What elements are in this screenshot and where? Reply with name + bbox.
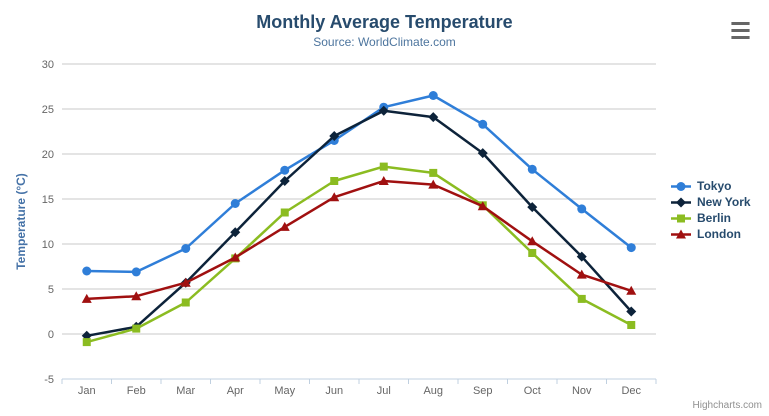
data-point-london[interactable]: [527, 236, 538, 246]
data-point-new-york[interactable]: [527, 202, 538, 213]
y-axis-label: 10: [42, 239, 54, 251]
data-point-tokyo[interactable]: [230, 199, 240, 208]
data-point-tokyo[interactable]: [527, 164, 537, 174]
series-line-new-york[interactable]: [85, 109, 633, 338]
data-point-berlin[interactable]: [181, 298, 190, 307]
data-point-tokyo[interactable]: [577, 204, 587, 214]
data-point-london[interactable]: [626, 285, 637, 295]
legend-marker-shape: [676, 229, 686, 238]
chart-title: Monthly Average Temperature: [256, 12, 513, 32]
data-point-new-york[interactable]: [576, 251, 587, 262]
y-axis-label: 20: [42, 149, 54, 161]
series-line-london[interactable]: [85, 179, 633, 301]
legend-label: London: [697, 227, 741, 241]
data-point-new-york[interactable]: [378, 105, 389, 116]
y-axis-label: 5: [48, 284, 54, 296]
data-point-london[interactable]: [230, 252, 241, 262]
data-point-tokyo[interactable]: [280, 165, 290, 175]
legend-marker-shape: [677, 214, 685, 222]
legend-label: New York: [697, 195, 751, 209]
data-point-new-york[interactable]: [477, 148, 488, 159]
data-point-new-york[interactable]: [279, 176, 290, 186]
x-axis-label: Sep: [473, 385, 493, 397]
legend-diamond-marker-icon: [671, 197, 691, 207]
x-axis-label: Oct: [524, 385, 541, 397]
series-line-tokyo[interactable]: [85, 94, 633, 274]
data-point-new-york[interactable]: [428, 112, 439, 123]
data-point-berlin[interactable]: [132, 324, 141, 333]
legend-marker-shape: [676, 197, 686, 207]
data-point-new-york[interactable]: [230, 227, 241, 238]
legend-square-marker-icon: [671, 214, 691, 222]
data-point-tokyo[interactable]: [131, 267, 141, 277]
data-point-london[interactable]: [279, 221, 290, 231]
data-point-berlin[interactable]: [627, 321, 636, 329]
y-axis-label: 0: [48, 329, 54, 341]
menu-bar: [732, 36, 749, 39]
data-point-berlin[interactable]: [429, 168, 438, 177]
menu-bar: [732, 29, 749, 32]
y-axis-label: 25: [42, 104, 54, 116]
x-axis-label: Mar: [176, 385, 195, 397]
data-point-berlin[interactable]: [82, 338, 91, 347]
x-axis-label: May: [274, 385, 295, 397]
data-point-london[interactable]: [576, 269, 587, 279]
data-point-new-york[interactable]: [329, 131, 340, 141]
series-line-berlin[interactable]: [85, 165, 633, 344]
y-axis-title: Temperature (°C): [14, 173, 28, 270]
y-axis-label: -5: [44, 374, 54, 386]
data-point-london[interactable]: [81, 293, 92, 303]
x-axis-label: Nov: [572, 385, 592, 397]
data-point-london[interactable]: [378, 176, 389, 185]
data-point-berlin[interactable]: [528, 249, 537, 257]
legend-circle-marker-icon: [671, 181, 691, 191]
legend-label: Tokyo: [697, 179, 732, 193]
data-point-berlin[interactable]: [330, 177, 339, 185]
data-point-tokyo[interactable]: [478, 119, 488, 129]
legend-triangle-marker-icon: [671, 229, 691, 238]
legend-marker-shape: [676, 181, 686, 191]
legend-item-tokyo[interactable]: Tokyo: [670, 178, 751, 194]
x-axis-label: Dec: [621, 385, 641, 397]
legend-item-berlin[interactable]: Berlin: [670, 210, 751, 226]
data-point-london[interactable]: [428, 179, 439, 189]
y-axis-label: 30: [42, 59, 54, 71]
hamburger-menu-icon[interactable]: [732, 22, 749, 39]
menu-bar: [732, 22, 749, 25]
x-axis-label: Jun: [325, 385, 343, 397]
legend-item-london[interactable]: London: [670, 226, 751, 242]
x-axis-label: Feb: [127, 385, 146, 397]
data-point-tokyo[interactable]: [428, 91, 438, 100]
data-point-london[interactable]: [131, 291, 142, 301]
data-point-london[interactable]: [180, 277, 191, 287]
data-point-tokyo[interactable]: [82, 266, 92, 276]
x-axis-label: Jul: [377, 385, 391, 397]
legend: Tokyo New York Berlin London: [670, 178, 751, 242]
legend-label: Berlin: [697, 211, 732, 225]
x-axis-label: Apr: [227, 385, 244, 397]
x-axis-label: Aug: [423, 385, 443, 397]
x-axis-label: Jan: [78, 385, 96, 397]
data-point-berlin[interactable]: [280, 208, 289, 217]
data-point-tokyo[interactable]: [626, 243, 636, 253]
data-point-new-york[interactable]: [626, 306, 637, 317]
data-point-berlin[interactable]: [379, 162, 388, 171]
credits-link[interactable]: Highcharts.com: [692, 400, 762, 411]
y-axis-label: 15: [42, 194, 54, 206]
chart-subtitle: Source: WorldClimate.com: [313, 35, 456, 49]
data-point-tokyo[interactable]: [181, 244, 191, 253]
legend-item-new-york[interactable]: New York: [670, 194, 751, 210]
data-point-berlin[interactable]: [577, 294, 586, 303]
data-point-london[interactable]: [477, 201, 488, 211]
data-point-london[interactable]: [329, 192, 340, 202]
